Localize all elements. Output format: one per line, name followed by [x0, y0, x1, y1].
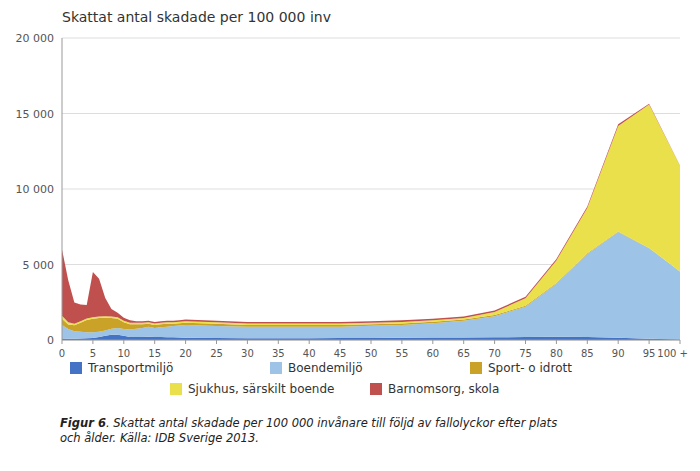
caption-text: . Skattat antal skadade per 100 000 invå…	[60, 416, 557, 445]
x-tick-label: 55	[396, 348, 409, 359]
area	[62, 104, 680, 325]
x-tick-label: 90	[612, 348, 625, 359]
y-tick-label: 15 000	[16, 108, 55, 121]
legend-item: Boendemiljö	[270, 361, 363, 375]
y-axis	[62, 38, 63, 340]
legend-label: Barnomsorg, skola	[388, 382, 499, 396]
legend-item: Barnomsorg, skola	[370, 382, 499, 396]
legend-swatch	[370, 383, 382, 395]
grid-line	[62, 38, 680, 39]
x-tick-label: 60	[426, 348, 439, 359]
legend-swatch	[270, 362, 282, 374]
legend-item: Sjukhus, särskilt boende	[170, 382, 334, 396]
x-tick-label: 15	[148, 348, 161, 359]
x-tick-label: 80	[550, 348, 563, 359]
chart: Skattat antal skadade per 100 000 inv 0 5 …	[0, 0, 700, 471]
legend-swatch	[70, 362, 82, 374]
x-tick	[92, 340, 93, 344]
x-tick-label: 70	[488, 348, 501, 359]
x-tick	[649, 340, 650, 344]
y-tick-label: 10 000	[16, 183, 55, 196]
legend-label: Sjukhus, särskilt boende	[188, 382, 334, 396]
x-tick-label: 0	[59, 348, 65, 359]
x-tick	[525, 340, 526, 344]
legend-swatch	[170, 383, 182, 395]
x-tick	[680, 340, 681, 344]
x-tick	[494, 340, 495, 344]
y-tick-label: 0	[47, 334, 54, 347]
x-tick-label: 35	[272, 348, 285, 359]
x-tick	[123, 340, 124, 344]
x-tick-label: 5	[90, 348, 96, 359]
x-tick-label: 95	[643, 348, 656, 359]
x-tick	[371, 340, 372, 344]
legend-item: Transportmiljö	[70, 361, 173, 375]
x-tick	[154, 340, 155, 344]
x-tick-label: 50	[365, 348, 378, 359]
x-tick	[216, 340, 217, 344]
x-tick	[309, 340, 310, 344]
x-tick-label: 65	[457, 348, 470, 359]
caption: Figur 6. Skattat antal skadade per 100 0…	[60, 416, 680, 446]
plot-area	[62, 104, 680, 340]
title: Skattat antal skadade per 100 000 inv	[62, 9, 331, 25]
x-tick-label: 100 +	[657, 348, 688, 359]
x-tick-label: 40	[303, 348, 316, 359]
x-tick	[401, 340, 402, 344]
x-tick	[278, 340, 279, 344]
x-tick	[185, 340, 186, 344]
x-tick-label: 45	[334, 348, 347, 359]
grid-line	[62, 189, 680, 190]
x-tick-label: 25	[210, 348, 223, 359]
x-tick-label: 20	[179, 348, 192, 359]
x-tick-label: 75	[519, 348, 532, 359]
legend-label: Sport- o idrott	[488, 361, 572, 375]
x-tick	[340, 340, 341, 344]
legend-label: Transportmiljö	[87, 361, 173, 375]
x-tick	[463, 340, 464, 344]
x-tick	[556, 340, 557, 344]
x-tick	[432, 340, 433, 344]
x-tick-label: 30	[241, 348, 254, 359]
legend-item: Sport- o idrott	[470, 361, 572, 375]
legend-swatch	[470, 362, 482, 374]
x-tick	[618, 340, 619, 344]
y-tick-label: 20 000	[16, 32, 55, 45]
y-tick-label: 5 000	[23, 259, 55, 272]
x-tick	[587, 340, 588, 344]
x-tick	[62, 340, 63, 344]
grid-line	[62, 113, 680, 114]
legend-label: Boendemiljö	[288, 361, 363, 375]
caption-text: Figur 6	[60, 416, 106, 430]
x-tick-label: 10	[117, 348, 130, 359]
x-tick	[247, 340, 248, 344]
x-tick-label: 85	[581, 348, 594, 359]
area	[62, 104, 680, 324]
